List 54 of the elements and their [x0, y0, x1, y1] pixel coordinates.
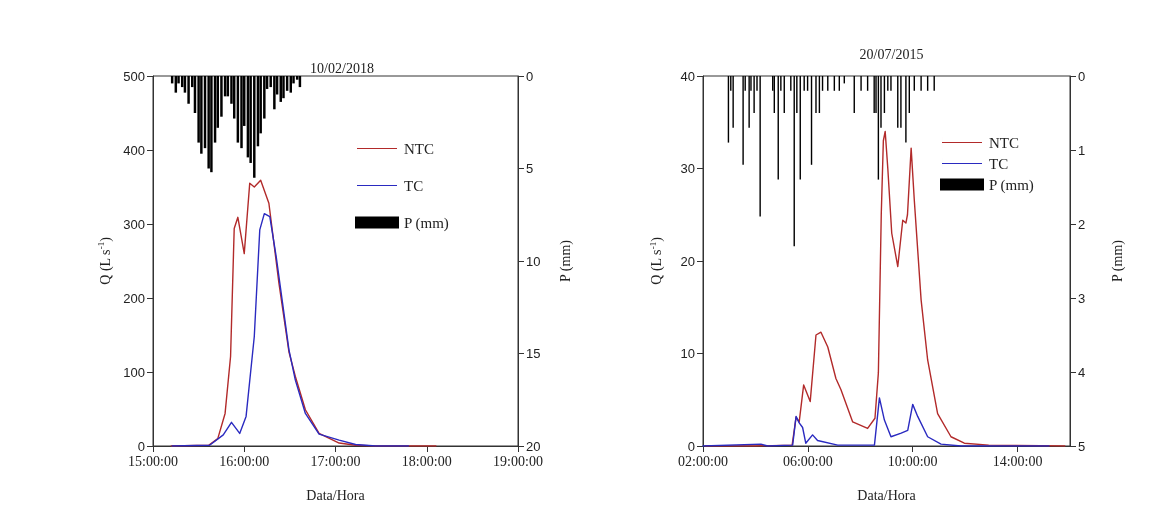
line-series: [171, 212, 410, 447]
legend-label: NTC: [404, 140, 434, 157]
y2-tick-label: 2: [1078, 216, 1086, 232]
y2-tick-label: 10: [526, 253, 541, 269]
y2-tick-label: 4: [1078, 364, 1086, 380]
bar: [240, 76, 243, 149]
bar: [207, 76, 210, 169]
x-axis-title: Data/Hora: [306, 487, 366, 503]
x-tick-label: 06:00:00: [782, 453, 833, 469]
bar: [200, 76, 203, 154]
x-tick-label: 15:00:00: [128, 453, 178, 469]
y-tick-label: 20: [680, 253, 695, 269]
y-tick-label: 40: [680, 68, 695, 84]
y-tick-label: 100: [123, 364, 145, 380]
y-axis-title: Q (L s-1): [647, 236, 665, 285]
y2-tick-label: 1: [1078, 142, 1086, 158]
chart-title: 20/07/2015: [859, 46, 924, 62]
y-tick-label: 400: [123, 142, 145, 158]
bar: [253, 76, 256, 178]
y2-tick-label: 0: [526, 68, 534, 84]
y-tick-label: 0: [137, 438, 145, 454]
y-tick-label: 300: [123, 216, 145, 232]
y-tick-label: 200: [123, 290, 145, 306]
y2-tick-label: 5: [1078, 438, 1086, 454]
legend-label: P (mm): [989, 176, 1034, 194]
y2-tick-label: 3: [1078, 290, 1086, 306]
legend-label: NTC: [989, 134, 1019, 151]
y2-tick-label: 0: [1078, 68, 1086, 84]
x-tick-label: 19:00:00: [493, 453, 543, 469]
bar: [187, 76, 190, 104]
line-series: [702, 397, 1050, 447]
y-tick-label: 500: [123, 68, 145, 84]
y2-tick-label: 20: [526, 438, 541, 454]
y-tick-label: 0: [687, 438, 695, 454]
chart-title: 10/02/2018: [310, 60, 374, 76]
x-tick-label: 18:00:00: [401, 453, 452, 469]
legend-label: TC: [404, 177, 424, 194]
bar: [273, 76, 276, 110]
x-tick-label: 16:00:00: [219, 453, 270, 469]
x-tick-label: 14:00:00: [992, 453, 1043, 469]
x-tick-label: 02:00:00: [678, 453, 728, 469]
bar: [210, 76, 213, 173]
y-tick-label: 30: [680, 161, 695, 176]
x-axis-title: Data/Hora: [857, 487, 917, 503]
y2-tick-label: 15: [526, 346, 541, 361]
y-axis-title: Q (L s-1): [96, 236, 114, 285]
y2-axis-title: P (mm): [1109, 239, 1126, 282]
legend-label: TC: [989, 155, 1009, 172]
x-tick-label: 17:00:00: [310, 453, 361, 469]
y-tick-label: 10: [680, 346, 695, 361]
y2-tick-label: 5: [526, 161, 534, 176]
legend-label: P (mm): [404, 214, 449, 232]
x-tick-label: 10:00:00: [887, 453, 938, 469]
y2-axis-title: P (mm): [557, 239, 574, 282]
